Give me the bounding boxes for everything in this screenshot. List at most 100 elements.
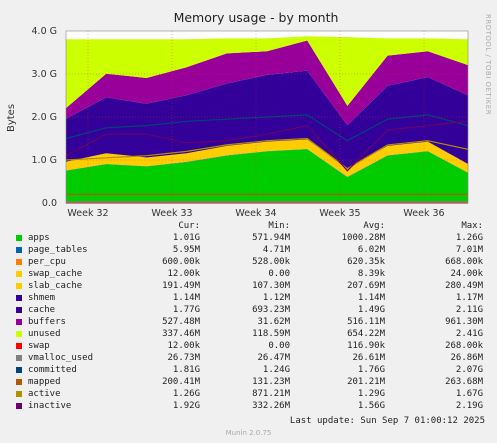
legend-series-name: slab_cache xyxy=(28,281,83,291)
legend-swatch xyxy=(16,367,22,373)
legend-swatch xyxy=(16,259,22,265)
legend-value-cur: 191.49M xyxy=(162,281,200,291)
line-inactive xyxy=(65,120,469,172)
legend-swatch xyxy=(16,403,22,409)
legend-swatch xyxy=(16,247,22,253)
legend-value-avg: 620.35k xyxy=(347,257,385,267)
legend-header-max: Max: xyxy=(461,221,483,231)
legend-value-cur: 1.92G xyxy=(172,401,200,411)
legend-swatch xyxy=(16,235,22,241)
x-tick-label: Week 34 xyxy=(235,208,276,219)
legend-series-name: unused xyxy=(28,329,61,339)
legend-swatch xyxy=(16,391,22,397)
legend-value-min: 0.00 xyxy=(268,341,290,351)
legend-row-slab_cache: slab_cache 191.49M 107.30M 207.69M 280.49M xyxy=(0,280,497,292)
legend-series-name: swap xyxy=(28,341,50,351)
legend-row-mapped: mapped 200.41M 131.23M 201.21M 263.68M xyxy=(0,376,497,388)
legend-value-min: 118.59M xyxy=(252,329,290,339)
legend-value-min: 131.23M xyxy=(252,377,290,387)
y-tick-label: 2.0 G xyxy=(32,112,58,123)
legend-value-max: 2.11G xyxy=(455,305,483,315)
legend-value-max: 268.00k xyxy=(445,341,483,351)
legend-series-name: active xyxy=(28,389,61,399)
legend-row-cache: cache 1.77G 693.23M 1.49G 2.11G xyxy=(0,304,497,316)
legend-value-min: 1.24G xyxy=(262,365,290,375)
legend-value-avg: 516.11M xyxy=(347,317,385,327)
plot-frame xyxy=(65,30,469,204)
legend-value-avg: 1000.28M xyxy=(341,233,385,243)
legend-value-cur: 5.95M xyxy=(172,245,200,255)
legend-row-inactive: inactive 1.92G 332.26M 1.56G 2.19G xyxy=(0,400,497,412)
legend-value-max: 7.01M xyxy=(455,245,483,255)
legend-value-min: 528.00k xyxy=(252,257,290,267)
legend-value-max: 280.49M xyxy=(445,281,483,291)
legend-value-max: 2.19G xyxy=(455,401,483,411)
legend-series-name: shmem xyxy=(28,293,56,303)
legend-row-committed: committed 1.81G 1.24G 1.76G 2.07G xyxy=(0,364,497,376)
legend-value-avg: 26.61M xyxy=(352,353,385,363)
legend-value-min: 26.47M xyxy=(257,353,290,363)
legend-value-avg: 1.56G xyxy=(357,401,385,411)
x-tick-label: Week 32 xyxy=(67,208,108,219)
x-tick-label: Week 35 xyxy=(319,208,360,219)
legend-value-avg: 1.29G xyxy=(357,389,385,399)
legend-row-apps: apps 1.01G 571.94M 1000.28M 1.26G xyxy=(0,232,497,244)
area-slab_cache xyxy=(66,139,468,177)
legend-swatch xyxy=(16,295,22,301)
legend-series-name: apps xyxy=(28,233,50,243)
chart-title: Memory usage - by month xyxy=(174,10,339,25)
legend-value-cur: 337.46M xyxy=(162,329,200,339)
legend-value-cur: 1.26G xyxy=(172,389,200,399)
legend-swatch xyxy=(16,271,22,277)
area-unused xyxy=(66,36,468,109)
y-tick-label: 0.0 xyxy=(42,198,57,209)
legend-row-page_tables: page_tables 5.95M 4.71M 6.02M 7.01M xyxy=(0,244,497,256)
y-tick-label: 1.0 G xyxy=(32,155,58,166)
legend-value-min: 693.23M xyxy=(252,305,290,315)
legend-swatch xyxy=(16,283,22,289)
area-cache xyxy=(66,70,468,169)
legend-value-cur: 12.00k xyxy=(167,341,200,351)
legend-value-avg: 1.49G xyxy=(357,305,385,315)
munin-version: Munin 2.0.75 xyxy=(225,429,272,437)
legend-header: Cur: Min: Avg: Max: xyxy=(0,220,497,232)
legend-row-shmem: shmem 1.14M 1.12M 1.14M 1.17M xyxy=(0,292,497,304)
y-axis-ticks: 0.0 1.0 G 2.0 G 3.0 G 4.0 G xyxy=(32,26,58,209)
legend-row-swap: swap 12.00k 0.00 116.90k 268.00k xyxy=(0,340,497,352)
legend-series-name: page_tables xyxy=(28,245,88,255)
legend-series-name: mapped xyxy=(28,377,61,387)
legend-value-cur: 527.48M xyxy=(162,317,200,327)
legend-value-min: 31.62M xyxy=(257,317,290,327)
legend-row-per_cpu: per_cpu 600.00k 528.00k 620.35k 668.00k xyxy=(0,256,497,268)
line-series-layer xyxy=(65,114,469,204)
legend-header-cur: Cur: xyxy=(178,221,200,231)
legend-value-min: 871.21M xyxy=(252,389,290,399)
legend-value-max: 1.17M xyxy=(455,293,483,303)
y-tick-label: 3.0 G xyxy=(32,69,58,80)
legend-value-avg: 207.69M xyxy=(347,281,385,291)
legend-value-cur: 1.01G xyxy=(172,233,200,243)
y-axis-label: Bytes xyxy=(6,104,17,132)
last-update: Last update: Sun Sep 7 01:00:12 2025 xyxy=(289,416,485,426)
legend: Cur: Min: Avg: Max: apps 1.01G 571.94M 1000… xyxy=(0,220,497,412)
legend-value-min: 4.71M xyxy=(262,245,290,255)
legend-header-avg: Avg: xyxy=(363,221,385,231)
plot-area xyxy=(65,30,469,204)
area-buffers xyxy=(66,40,468,126)
legend-value-max: 1.26G xyxy=(455,233,483,243)
legend-series-name: cache xyxy=(28,305,56,315)
legend-value-avg: 1.76G xyxy=(357,365,385,375)
legend-value-cur: 200.41M xyxy=(162,377,200,387)
legend-series-name: buffers xyxy=(28,317,66,327)
legend-value-min: 0.00 xyxy=(268,269,290,279)
legend-swatch xyxy=(16,307,22,313)
legend-row-unused: unused 337.46M 118.59M 654.22M 2.41G xyxy=(0,328,497,340)
y-tick-label: 4.0 G xyxy=(32,26,58,37)
legend-value-max: 24.00k xyxy=(450,269,483,279)
legend-swatch xyxy=(16,331,22,337)
legend-value-cur: 1.14M xyxy=(172,293,200,303)
line-active xyxy=(65,137,469,170)
legend-series-name: inactive xyxy=(28,401,72,411)
legend-value-max: 263.68M xyxy=(445,377,483,387)
legend-value-max: 961.30M xyxy=(445,317,483,327)
